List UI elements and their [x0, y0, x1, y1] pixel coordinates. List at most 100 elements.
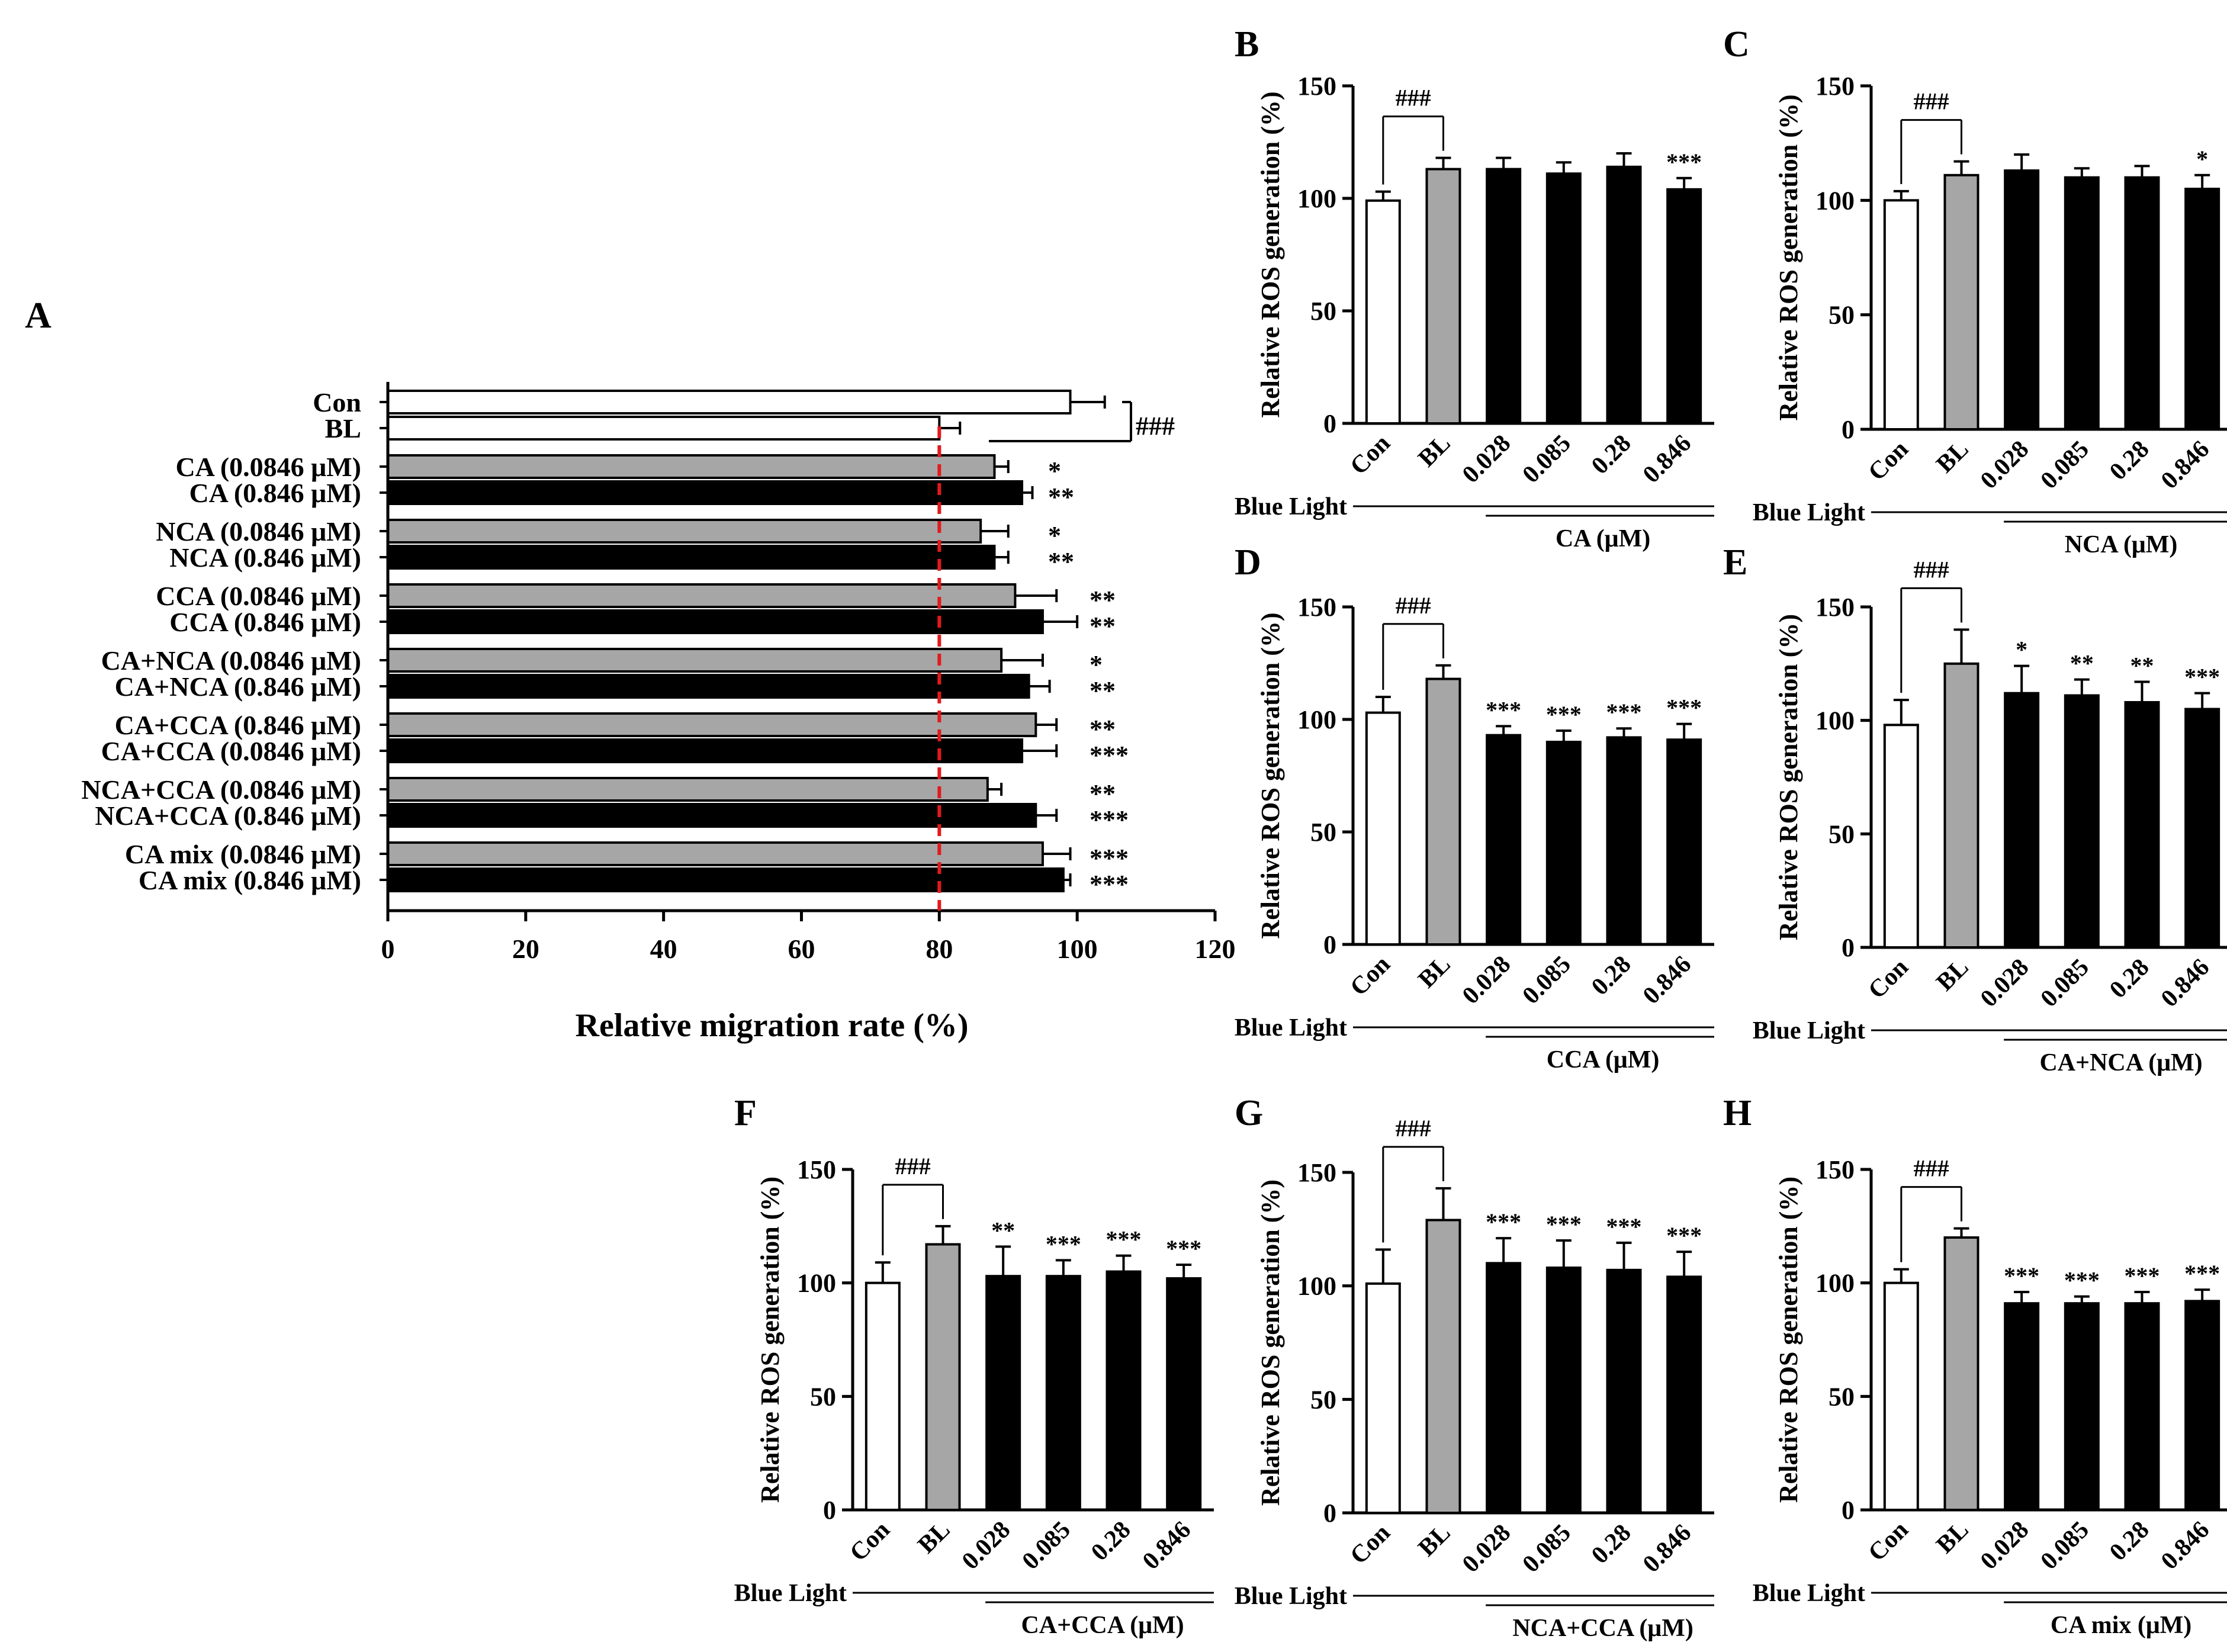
significance-label: *: [1090, 650, 1103, 679]
significance-label: ***: [1486, 696, 1521, 723]
significance-label: ***: [2184, 664, 2220, 690]
y-tick-label: 0: [823, 1496, 836, 1525]
significance-label: *: [2016, 637, 2027, 663]
significance-label: *: [1048, 457, 1061, 486]
y-tick-label: 50: [1828, 1382, 1855, 1411]
x-tick-label: 40: [650, 934, 677, 964]
category-label: NCA (0.0846 μM): [156, 516, 361, 547]
significance-label: ***: [2184, 1260, 2220, 1287]
significance-label: ***: [2064, 1267, 2100, 1294]
bar: [985, 1275, 1021, 1512]
y-tick-label: 0: [1323, 930, 1336, 959]
bar: [2004, 1302, 2040, 1512]
bar: [2124, 1302, 2160, 1512]
y-tick-label: 50: [1310, 818, 1336, 847]
panel-letter-h: H: [1723, 1093, 1752, 1133]
category-label: CCA (0.0846 μM): [156, 581, 361, 611]
y-tick-label: 100: [1815, 706, 1855, 735]
significance-label: ***: [1090, 805, 1129, 834]
x-tick-label: 0: [381, 934, 395, 964]
bar: [2184, 1300, 2220, 1511]
bar: [1606, 165, 1642, 425]
bar: [1943, 662, 1979, 949]
y-tick-label: 150: [1297, 72, 1336, 101]
category-label: CA (0.846 μM): [189, 478, 361, 508]
significance-label: ***: [1546, 1211, 1582, 1238]
bar: [387, 738, 1024, 763]
y-tick-label: 150: [1815, 1155, 1855, 1184]
panel-letter-d: D: [1235, 542, 1261, 583]
panel-letter-a: A: [25, 295, 52, 336]
bar: [387, 867, 1065, 892]
bar: [387, 416, 941, 441]
y-tick-label: 0: [1842, 1496, 1855, 1525]
group-label: Blue Light: [1235, 1014, 1347, 1042]
bar: [1365, 199, 1401, 425]
significance-label: **: [1048, 547, 1074, 576]
group-label: Blue Light: [1235, 493, 1347, 520]
y-axis-label: Relative ROS generation (%): [756, 1177, 785, 1503]
category-label: NCA+CCA (0.0846 μM): [81, 774, 361, 805]
group-label: Blue Light: [1753, 1017, 1865, 1044]
y-axis-label: Relative ROS generation (%): [1774, 614, 1803, 940]
x-tick-label: 60: [788, 934, 815, 964]
significance-label: ***: [2004, 1262, 2039, 1289]
group-label: Blue Light: [1753, 499, 1865, 526]
bar: [387, 519, 982, 544]
treatment-label: CA mix (μM): [2051, 1612, 2191, 1639]
bar: [1365, 1282, 1401, 1514]
x-tick-label: 100: [1057, 934, 1098, 964]
bar: [2124, 176, 2160, 430]
significance-label: ***: [1046, 1230, 1081, 1257]
bar: [1883, 724, 1919, 949]
significance-label: ***: [1486, 1209, 1521, 1235]
category-label: CCA (0.846 μM): [169, 607, 361, 637]
treatment-label: CA+NCA (μM): [2039, 1049, 2202, 1076]
significance-label: ***: [1090, 844, 1129, 873]
bar: [1883, 1281, 1919, 1512]
group-label: Blue Light: [1753, 1580, 1865, 1607]
panel-letter-g: G: [1235, 1093, 1263, 1133]
significance-label: **: [991, 1217, 1015, 1243]
bar: [925, 1243, 961, 1511]
treatment-label: CA (μM): [1556, 525, 1650, 552]
bar: [387, 648, 1003, 673]
bar: [1606, 1268, 1642, 1514]
y-tick-label: 100: [1297, 184, 1336, 213]
bar: [387, 841, 1044, 866]
category-label: CA+NCA (0.846 μM): [115, 671, 361, 702]
y-tick-label: 0: [1842, 933, 1855, 962]
bar: [1666, 738, 1702, 946]
category-label: CA+CCA (0.0846 μM): [101, 736, 361, 766]
bar: [1606, 736, 1642, 946]
bar: [2184, 188, 2220, 430]
bracket-label: ###: [895, 1153, 931, 1179]
bracket-label: ###: [1914, 1155, 1949, 1182]
bar: [2064, 176, 2100, 430]
bar: [1883, 199, 1919, 430]
y-tick-label: 100: [1815, 1269, 1855, 1298]
bar: [1943, 1236, 1979, 1511]
y-tick-label: 0: [1323, 1499, 1336, 1528]
treatment-label: CCA (μM): [1547, 1046, 1660, 1074]
x-tick-label: 80: [925, 934, 953, 964]
significance-label: ***: [1546, 701, 1582, 728]
significance-label: ***: [1606, 1213, 1642, 1240]
bar: [387, 583, 1017, 608]
category-label: BL: [325, 413, 361, 443]
bar: [1666, 1275, 1702, 1514]
bracket-label: ###: [1914, 88, 1949, 115]
bar: [1365, 711, 1401, 946]
bar: [2004, 169, 2040, 430]
category-label: CA+NCA (0.0846 μM): [101, 645, 361, 676]
bracket-label: ###: [1396, 85, 1431, 111]
bar: [1425, 168, 1461, 425]
bar: [387, 480, 1024, 505]
bar: [1943, 173, 1979, 430]
bar: [387, 390, 1072, 414]
significance-label: ***: [1666, 149, 1702, 175]
bar: [1045, 1275, 1081, 1512]
